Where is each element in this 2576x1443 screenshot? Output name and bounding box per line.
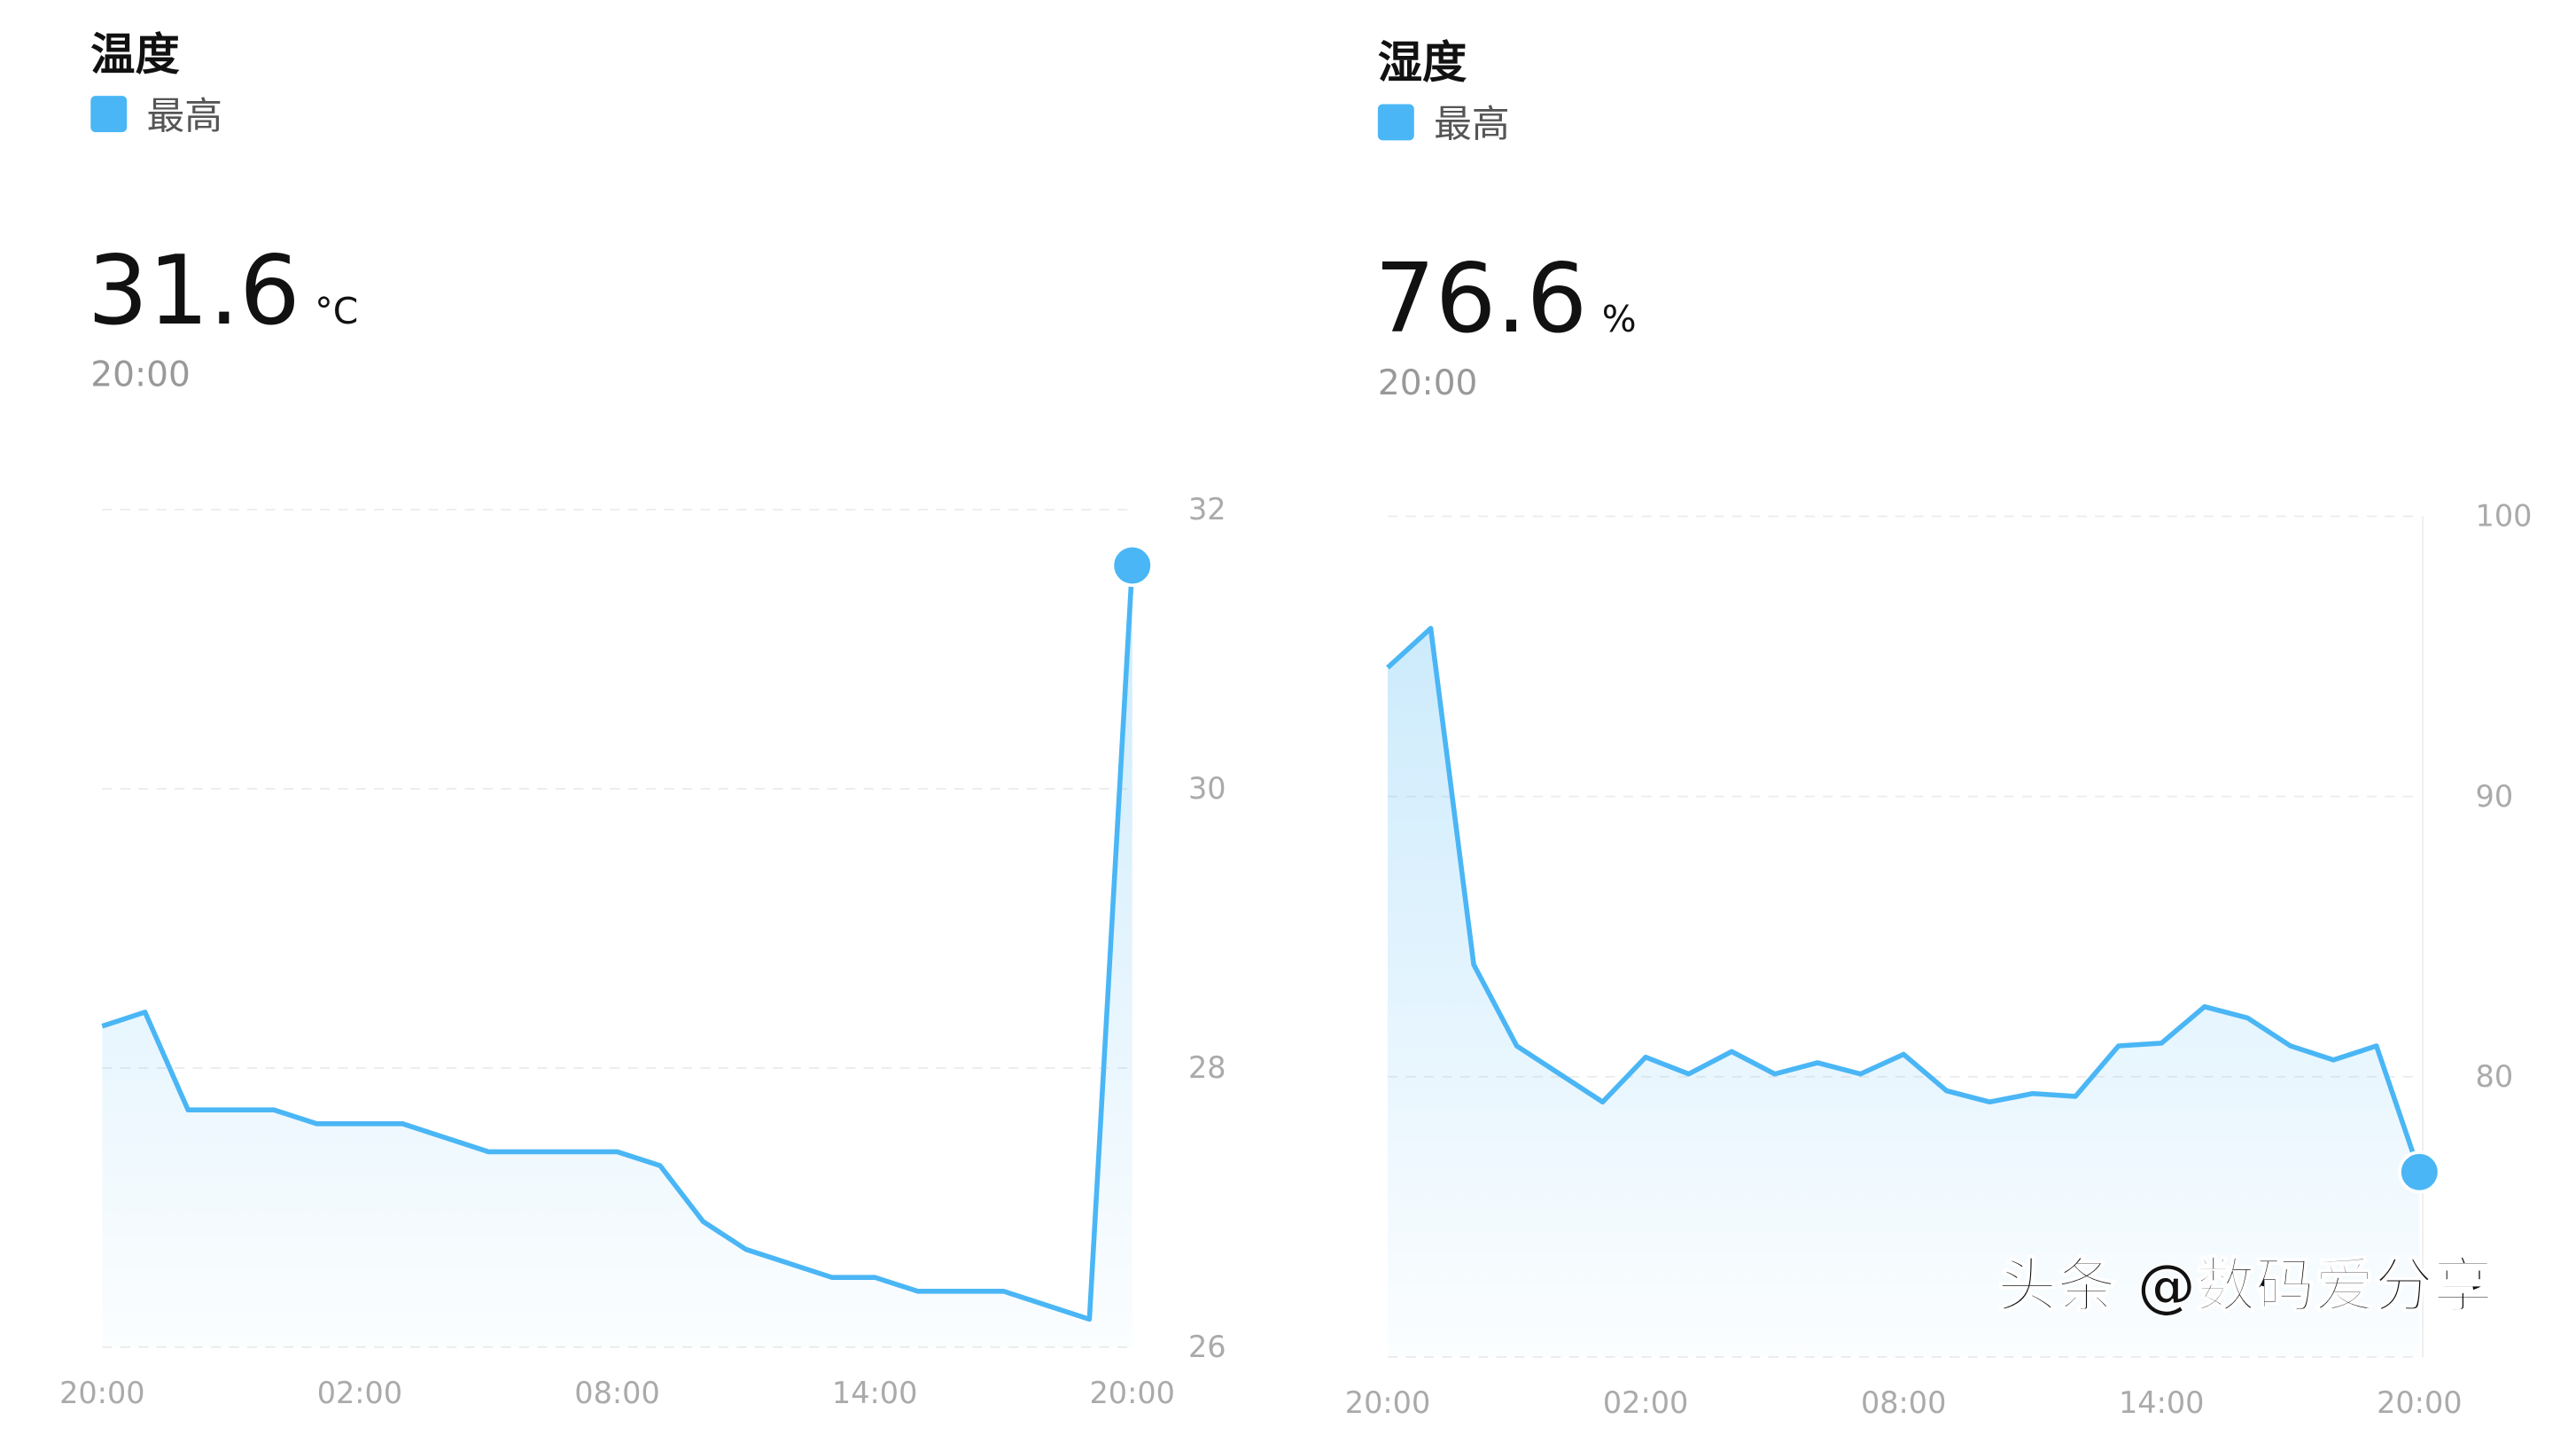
x-tick-label: 20:00 (1090, 1376, 1175, 1410)
data-point (2398, 1150, 2441, 1194)
legend-swatch (90, 96, 128, 133)
x-tick-label: 02:00 (1603, 1385, 1688, 1420)
series-line (101, 565, 1135, 1322)
y-tick-label: 90 (2476, 779, 2514, 814)
x-tick-label: 14:00 (2119, 1385, 2204, 1420)
current-value: 76.6 (1374, 244, 1587, 355)
current-time: 20:00 (1378, 363, 1478, 403)
value-unit: °C (315, 290, 358, 332)
chart-title: 温度 (90, 27, 179, 80)
y-tick-label: 26 (1188, 1330, 1226, 1364)
legend-label: 最高 (1434, 103, 1510, 147)
x-tick-label: 08:00 (574, 1376, 659, 1410)
legend-label: 最高 (147, 94, 223, 138)
x-tick-label: 20:00 (59, 1376, 144, 1410)
x-tick-label: 14:00 (832, 1376, 917, 1410)
x-tick-label: 20:00 (1345, 1385, 1430, 1420)
x-tick-label: 20:00 (2377, 1385, 2462, 1420)
y-tick-label: 80 (2476, 1059, 2514, 1094)
y-tick-label: 100 (2476, 499, 2533, 534)
data-point (1110, 543, 1154, 588)
x-tick-label: 02:00 (317, 1376, 402, 1410)
watermark: 头条 @数码爱分享 (1997, 1251, 2493, 1320)
x-tick-label: 08:00 (1861, 1385, 1946, 1420)
current-value: 31.6 (88, 236, 300, 347)
area-fill (102, 566, 1132, 1347)
series-line (1386, 626, 2422, 1174)
y-tick-label: 28 (1188, 1050, 1226, 1085)
area-fill (1388, 628, 2420, 1357)
value-unit: % (1602, 298, 1637, 340)
y-tick-label: 30 (1188, 771, 1226, 806)
y-tick-label: 32 (1188, 492, 1226, 526)
chart-title: 湿度 (1378, 36, 1467, 89)
legend-swatch (1377, 104, 1414, 141)
current-time: 20:00 (90, 355, 191, 395)
